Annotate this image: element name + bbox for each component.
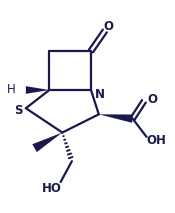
Text: HO: HO xyxy=(42,182,62,195)
Text: H: H xyxy=(7,83,15,96)
Polygon shape xyxy=(32,132,62,152)
Text: N: N xyxy=(95,88,105,101)
Text: O: O xyxy=(148,93,158,106)
Polygon shape xyxy=(26,86,49,94)
Text: O: O xyxy=(103,20,113,33)
Text: S: S xyxy=(14,104,22,117)
Text: OH: OH xyxy=(146,134,166,147)
Polygon shape xyxy=(99,114,133,123)
